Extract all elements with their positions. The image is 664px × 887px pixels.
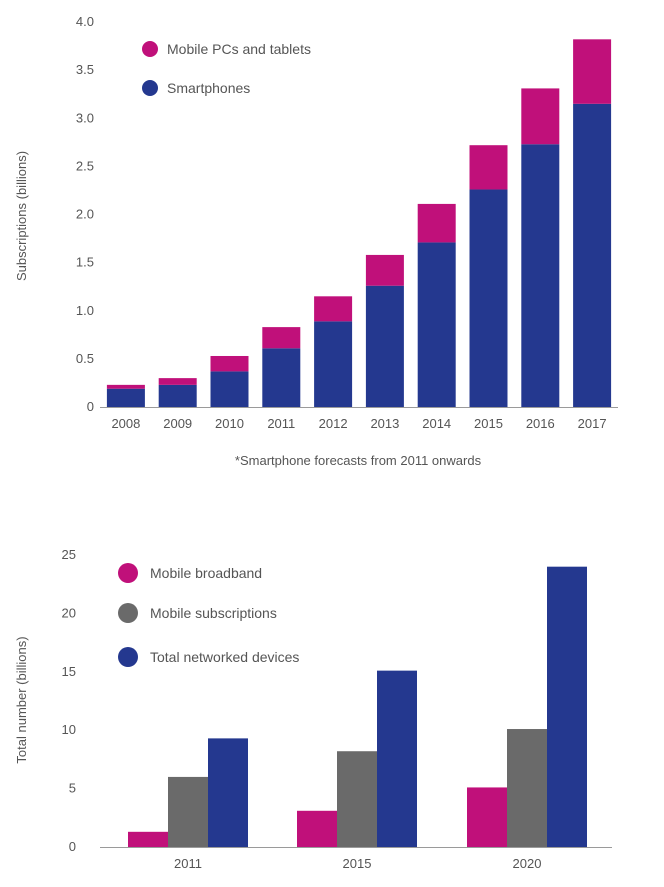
chart1-bar-mobile-pcs-and-tablets-2012 [314,296,353,322]
chart2-legend-marker-total-networked-devices [118,647,138,667]
chart2-y-tick-label: 20 [62,605,76,620]
chart1-legend-marker-mobile-pcs-and-tablets [142,41,158,57]
chart1-y-tick-label: 1.5 [76,255,94,270]
chart1-x-tick-label: 2011 [267,416,295,431]
chart2-bar-mobile-broadband-2020 [467,787,507,847]
chart1-y-tick-label: 3.5 [76,62,94,77]
chart1-y-axis-title: Subscriptions (billions) [14,151,29,281]
chart2-x-tick-label: 2020 [513,856,542,871]
chart2-x-tick-label: 2015 [343,856,372,871]
chart1-x-tick-label: 2015 [474,416,503,431]
chart1-bar-smartphones-2008 [106,388,145,407]
chart1-x-tick-label: 2008 [111,416,140,431]
networked-devices-chart: Total number (billions) 0 5 10 15 20 25 2011 2… [14,547,612,871]
chart1-bar-mobile-pcs-and-tablets-2008 [106,384,145,389]
chart1-x-tick-label: 2017 [578,416,607,431]
chart1-x-tick-label: 2010 [215,416,244,431]
chart1-bar-smartphones-2017 [573,103,612,407]
chart2-bar-mobile-subscriptions-2020 [507,729,547,847]
chart2-y-tick-label: 0 [69,839,76,854]
chart1-bar-smartphones-2015 [469,189,508,407]
chart2-y-tick-label: 10 [62,722,76,737]
chart1-bar-smartphones-2014 [417,242,456,407]
chart2-x-tick-label: 2011 [174,856,202,871]
chart2-y-axis-title: Total number (billions) [14,636,29,763]
chart1-x-tick-label: 2009 [163,416,192,431]
chart1-x-tick-label: 2016 [526,416,555,431]
chart1-legend: Mobile PCs and tablets Smartphones [142,41,311,96]
chart2-legend-marker-mobile-broadband [118,563,138,583]
chart2-y-tick-label: 5 [69,781,76,796]
chart1-bar-mobile-pcs-and-tablets-2014 [417,203,456,243]
chart1-bar-smartphones-2012 [314,321,353,407]
chart1-bar-mobile-pcs-and-tablets-2017 [573,39,612,104]
chart2-legend: Mobile broadband Mobile subscriptions Tota… [118,563,299,667]
chart1-bar-mobile-pcs-and-tablets-2011 [262,327,301,349]
chart1-bar-mobile-pcs-and-tablets-2015 [469,145,508,190]
subscriptions-chart: Subscriptions (billions) 0 0.5 1.0 1.5 2.0 2.… [14,14,618,468]
chart1-legend-label: Mobile PCs and tablets [167,41,311,57]
chart2-legend-label: Mobile subscriptions [150,605,277,621]
chart1-y-tick-label: 4.0 [76,14,94,29]
chart2-bar-mobile-subscriptions-2011 [168,776,208,847]
chart2-bar-mobile-broadband-2011 [128,831,168,847]
chart2-bar-total-networked-devices-2020 [547,566,587,847]
chart1-bar-smartphones-2009 [158,384,197,407]
chart1-y-tick-label: 1.0 [76,303,94,318]
chart1-y-tick-label: 3.0 [76,110,94,125]
chart1-bar-mobile-pcs-and-tablets-2016 [521,88,560,145]
chart1-bar-mobile-pcs-and-tablets-2010 [210,355,249,372]
chart1-legend-marker-smartphones [142,80,158,96]
chart1-bar-smartphones-2013 [365,285,404,407]
chart2-bar-total-networked-devices-2011 [208,738,248,847]
chart1-bar-mobile-pcs-and-tablets-2013 [365,254,404,286]
chart2-legend-label: Total networked devices [150,649,299,665]
chart2-y-tick-label: 15 [62,664,76,679]
chart1-x-tick-label: 2012 [319,416,348,431]
chart1-legend-label: Smartphones [167,80,250,96]
chart2-legend-marker-mobile-subscriptions [118,603,138,623]
chart1-footnote: *Smartphone forecasts from 2011 onwards [235,453,482,468]
chart2-bar-mobile-broadband-2015 [297,810,337,847]
chart1-y-tick-label: 0.5 [76,351,94,366]
chart1-bar-smartphones-2010 [210,371,249,407]
chart2-legend-label: Mobile broadband [150,565,262,581]
chart1-bar-mobile-pcs-and-tablets-2009 [158,378,197,385]
chart1-bar-smartphones-2016 [521,144,560,408]
chart2-bar-total-networked-devices-2015 [377,670,417,847]
chart2-bar-mobile-subscriptions-2015 [337,751,377,847]
chart2-y-tick-label: 25 [62,547,76,562]
chart1-x-tick-label: 2014 [422,416,451,431]
chart1-x-tick-label: 2013 [370,416,399,431]
chart1-y-tick-label: 0 [87,399,94,414]
chart1-y-tick-label: 2.0 [76,207,94,222]
chart1-y-tick-label: 2.5 [76,158,94,173]
chart1-bar-smartphones-2011 [262,348,301,407]
